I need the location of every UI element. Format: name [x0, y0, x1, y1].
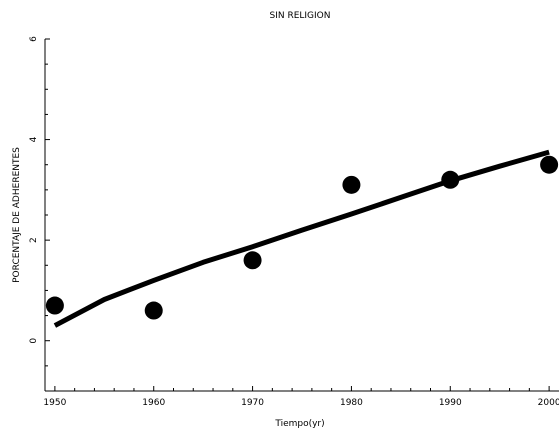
chart-title: SIN RELIGION — [269, 11, 330, 21]
data-point — [243, 251, 262, 270]
data-point — [540, 155, 559, 174]
fit-line — [53, 149, 550, 328]
y-tick-label: 2 — [29, 237, 39, 243]
x-tick-label: 1990 — [439, 398, 462, 408]
plot-frame — [44, 39, 559, 392]
x-axis-label: Tiempo(yr) — [274, 419, 324, 429]
y-tick-label: 4 — [29, 136, 39, 142]
axis-ticks: 1950 1960 1970 1980 1990 2000 0 2 4 6 — [29, 36, 559, 408]
x-tick-label: 1950 — [43, 398, 66, 408]
data-point — [441, 170, 460, 189]
x-tick-label: 1960 — [142, 398, 165, 408]
data-point — [45, 296, 64, 315]
data-point — [342, 175, 361, 194]
y-tick-label: 6 — [29, 36, 39, 42]
data-points-layer — [45, 155, 559, 320]
x-tick-label: 1970 — [241, 398, 264, 408]
fit-line-layer — [53, 149, 550, 328]
data-point — [144, 301, 163, 320]
x-tick-label: 2000 — [538, 398, 559, 408]
y-tick-label: 0 — [29, 338, 39, 344]
y-axis-label: PORCENTAJE DE ADHERENTES — [12, 147, 22, 283]
x-tick-label: 1980 — [340, 398, 363, 408]
